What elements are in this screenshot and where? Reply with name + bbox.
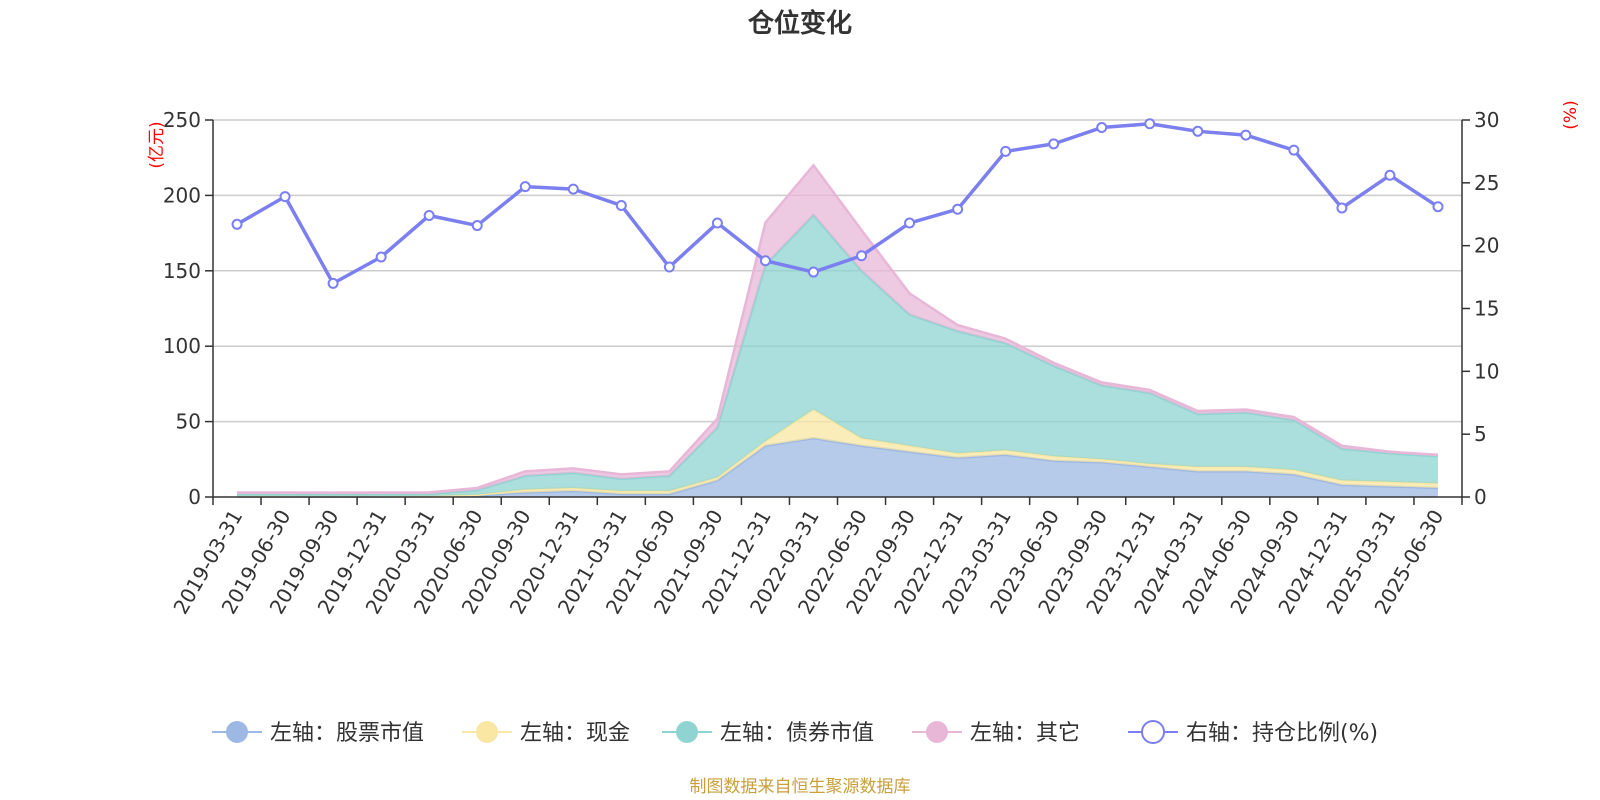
legend-swatch-marker [226, 721, 248, 743]
legend-label: 左轴：股票市值 [270, 721, 424, 746]
source-note: 制图数据来自恒生聚源数据库 [690, 777, 911, 797]
stacked-areas [237, 163, 1439, 498]
ratio-point [471, 220, 483, 232]
left-tick-label: 100 [163, 334, 201, 358]
area-series-0 [237, 438, 1438, 497]
legend-item: 左轴：现金 [462, 721, 630, 746]
ratio-point [231, 218, 243, 230]
ratio-point [663, 261, 675, 273]
right-tick-label: 5 [1474, 422, 1487, 446]
legend-item: 左轴：债券市值 [662, 721, 874, 746]
ratio-point [1384, 169, 1396, 181]
ratio-point [1336, 202, 1348, 214]
ratio-point [1192, 125, 1204, 137]
legend-swatch-marker [676, 721, 698, 743]
legend-label: 右轴：持仓比例(%) [1186, 721, 1378, 746]
ratio-point [1432, 201, 1444, 213]
area-series-3-edge [237, 163, 1439, 494]
legend-swatch-marker [926, 721, 948, 743]
right-tick-label: 30 [1474, 108, 1499, 132]
right-tick-label: 0 [1474, 485, 1487, 509]
ratio-point [615, 199, 627, 211]
ratio-point [567, 183, 579, 195]
ratio-point [1288, 144, 1300, 156]
ratio-point [1096, 122, 1108, 134]
left-tick-label: 200 [163, 183, 201, 207]
ratio-point [952, 203, 964, 215]
ratio-point [1048, 138, 1060, 150]
ratio-point [1000, 145, 1012, 157]
ratio-point [375, 251, 387, 263]
ratio-point [807, 266, 819, 278]
legend-label: 左轴：现金 [520, 721, 630, 746]
legend-item: 左轴：其它 [912, 721, 1080, 746]
area-series-1 [237, 409, 1438, 497]
left-tick-label: 50 [176, 410, 201, 434]
holding-ratio-line [231, 118, 1444, 289]
ratio-point [904, 217, 916, 229]
left-tick-label: 0 [188, 485, 201, 509]
right-tick-label: 25 [1474, 171, 1499, 195]
ratio-point [423, 210, 435, 222]
right-tick-label: 10 [1474, 359, 1499, 383]
legend-swatch-marker [476, 721, 498, 743]
ratio-line [236, 122, 1439, 286]
ratio-point [1144, 118, 1156, 130]
ratio-point [1240, 129, 1252, 141]
right-axis-unit: (%) [1561, 100, 1581, 129]
legend-item: 右轴：持仓比例(%) [1128, 720, 1378, 746]
ratio-point [279, 191, 291, 203]
chart-title: 仓位变化 [747, 8, 852, 39]
right-tick-label: 15 [1474, 297, 1499, 321]
left-axis-unit: (亿元) [147, 121, 167, 168]
area-series-3 [237, 165, 1438, 495]
area-series-2 [237, 215, 1438, 497]
ratio-point [711, 217, 723, 229]
legend-label: 左轴：债券市值 [720, 721, 874, 746]
ratio-point [759, 255, 771, 267]
legend: 左轴：股票市值 左轴：现金 左轴：债券市值 左轴：其它 右轴：持仓比例(%) [212, 720, 1378, 746]
ratio-point [327, 277, 339, 289]
legend-item: 左轴：股票市值 [212, 721, 424, 746]
legend-swatch-marker [1141, 720, 1165, 744]
left-tick-label: 150 [163, 259, 201, 283]
left-tick-label: 250 [163, 108, 201, 132]
ratio-point [519, 181, 531, 193]
legend-label: 左轴：其它 [970, 721, 1080, 746]
right-tick-label: 20 [1474, 234, 1499, 258]
ratio-point [856, 250, 868, 262]
